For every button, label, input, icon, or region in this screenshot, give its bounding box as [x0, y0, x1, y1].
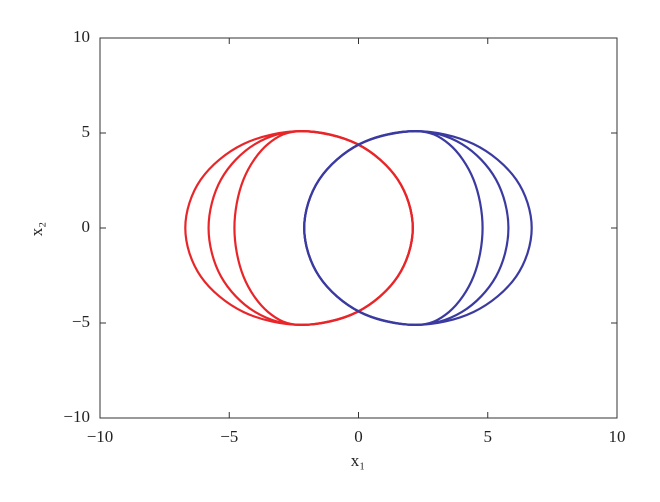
plot-frame — [99, 37, 618, 419]
orbit — [303, 129, 533, 327]
x-tick-label: 5 — [484, 427, 493, 446]
y-axis-label: x₂ — [27, 222, 46, 236]
y-tick-label: −10 — [63, 407, 90, 426]
y-tick-label: 5 — [82, 122, 91, 141]
x-tick-label: −10 — [87, 427, 114, 446]
x-axis-label: x₁ — [351, 451, 365, 470]
y-tick-label: 10 — [73, 27, 90, 46]
y-tick-label: 0 — [82, 217, 91, 236]
y-tick-label: −5 — [72, 312, 90, 331]
x-tick-label: 10 — [609, 427, 626, 446]
orbit — [233, 129, 414, 327]
orbit — [184, 129, 414, 327]
x-tick-label: −5 — [220, 427, 238, 446]
x-tick-label: 0 — [354, 427, 363, 446]
orbit — [303, 129, 484, 327]
